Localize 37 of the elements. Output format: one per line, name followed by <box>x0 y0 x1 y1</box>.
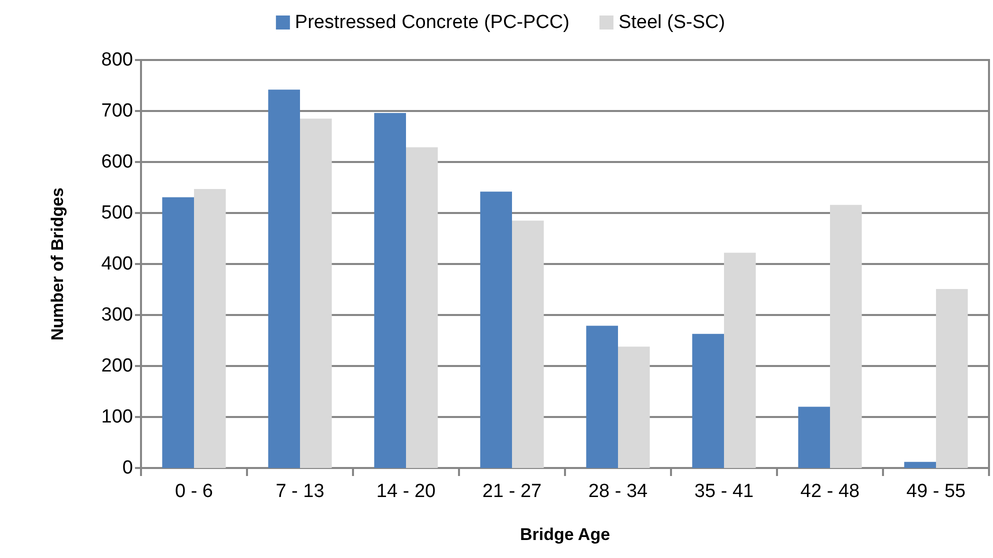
bar <box>480 192 512 468</box>
bar <box>374 113 406 468</box>
y-axis-title: Number of Bridges <box>48 187 67 341</box>
y-tick-label: 300 <box>101 304 133 326</box>
y-tick-label: 700 <box>101 100 133 122</box>
x-tick-label: 49 - 55 <box>906 481 966 502</box>
bar <box>194 189 226 468</box>
bar <box>618 346 650 468</box>
bar <box>724 252 756 468</box>
bar <box>936 288 968 468</box>
x-tick-label: 42 - 48 <box>800 481 860 502</box>
y-tick-label: 100 <box>101 406 133 428</box>
bar <box>300 118 332 468</box>
x-tick-label: 14 - 20 <box>376 481 436 502</box>
x-tick-label: 7 - 13 <box>276 481 324 502</box>
bar <box>586 326 618 468</box>
bar <box>830 204 862 468</box>
bar <box>798 406 830 468</box>
x-tick-label: 0 - 6 <box>174 481 214 502</box>
y-tick-label: 600 <box>101 152 133 172</box>
y-tick-label: 200 <box>101 356 133 376</box>
y-tick-label: 0 <box>122 458 133 478</box>
y-tick-label: 800 <box>101 50 133 70</box>
legend-label: Steel (S-SC) <box>618 12 726 33</box>
bar <box>904 462 936 468</box>
bar <box>406 147 438 468</box>
y-tick-label: 500 <box>101 202 133 224</box>
bar <box>268 90 300 468</box>
x-tick-label: 21 - 27 <box>482 481 542 502</box>
y-tick-label: 400 <box>101 254 133 274</box>
bar <box>512 220 544 468</box>
x-axis-title: Bridge Age <box>520 525 610 544</box>
bar <box>162 197 194 468</box>
x-tick-label: 28 - 34 <box>588 481 648 502</box>
bar <box>692 334 724 468</box>
x-tick-label: 35 - 41 <box>694 481 754 502</box>
legend-label: Prestressed Concrete (PC-PCC) <box>294 12 570 33</box>
